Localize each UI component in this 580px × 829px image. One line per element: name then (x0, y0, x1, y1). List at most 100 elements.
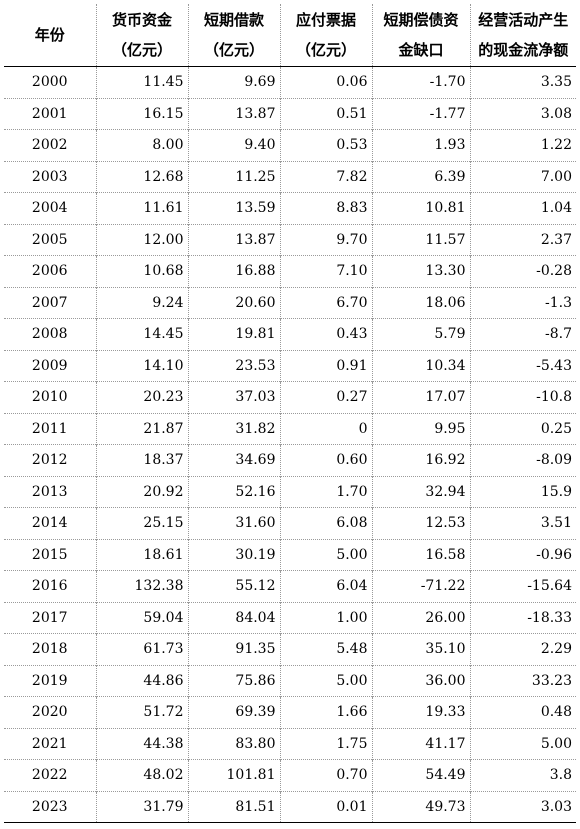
table-row: 2023 31.79 81.51 0.01 49.73 3.03 (4, 790, 576, 823)
short-term-loans-cell: 101.81 (187, 759, 280, 791)
table-row: 2020 51.72 69.39 1.66 19.33 0.48 (4, 696, 576, 728)
header-short-term-loans: 短期借款 （亿元） (187, 4, 280, 67)
year-cell: 2001 (4, 97, 96, 130)
table-row: 2000 11.45 9.69 0.06 -1.70 3.35 (4, 66, 576, 98)
funding-gap-cell: 54.49 (371, 759, 470, 791)
funding-gap-cell: 32.94 (371, 475, 470, 508)
financial-table-container: 年份 货币资金 （亿元） 短期借款 （亿元） 应付票据 （亿元） 短期偿债资 金… (4, 4, 576, 823)
cash-cell: 61.73 (95, 633, 188, 665)
header-unit: （亿元） (203, 41, 264, 59)
operating-cash-flow-cell: -1.3 (469, 286, 576, 319)
header-label-cont: 的现金流净额 (478, 41, 569, 59)
cash-cell: 10.68 (95, 255, 188, 287)
funding-gap-cell: 16.92 (371, 444, 470, 476)
year-cell: 2004 (4, 192, 96, 224)
cash-cell: 44.86 (95, 664, 188, 697)
operating-cash-flow-cell: -0.96 (469, 538, 576, 571)
operating-cash-flow-cell: 3.51 (469, 507, 576, 539)
year-cell: 2006 (4, 255, 96, 287)
table-row: 2014 25.15 31.60 6.08 12.53 3.51 (4, 507, 576, 539)
funding-gap-cell: 26.00 (371, 601, 470, 634)
funding-gap-cell: 1.93 (371, 129, 470, 161)
table-row: 2007 9.24 20.60 6.70 18.06 -1.3 (4, 286, 576, 319)
operating-cash-flow-cell: 3.8 (469, 759, 576, 791)
year-cell: 2007 (4, 286, 96, 319)
cash-cell: 11.61 (95, 192, 188, 224)
notes-payable-cell: 1.66 (279, 696, 372, 728)
table-row: 2005 12.00 13.87 9.70 11.57 2.37 (4, 223, 576, 256)
year-cell: 2008 (4, 318, 96, 350)
short-term-loans-cell: 37.03 (187, 381, 280, 413)
table-row: 2022 48.02 101.81 0.70 54.49 3.8 (4, 759, 576, 791)
notes-payable-cell: 1.70 (279, 475, 372, 508)
funding-gap-cell: 17.07 (371, 381, 470, 413)
header-cash: 货币资金 （亿元） (95, 4, 188, 67)
short-term-loans-cell: 83.80 (187, 727, 280, 760)
table-row: 2002 8.00 9.40 0.53 1.93 1.22 (4, 129, 576, 161)
funding-gap-cell: 11.57 (371, 223, 470, 256)
header-row: 年份 货币资金 （亿元） 短期借款 （亿元） 应付票据 （亿元） 短期偿债资 金… (4, 4, 576, 67)
year-cell: 2011 (4, 412, 96, 445)
short-term-loans-cell: 16.88 (187, 255, 280, 287)
year-cell: 2018 (4, 633, 96, 665)
table-body: 2000 11.45 9.69 0.06 -1.70 3.35 2001 16.15 13.87… (4, 66, 576, 823)
cash-cell: 48.02 (95, 759, 188, 791)
table-row: 2019 44.86 75.86 5.00 36.00 33.23 (4, 664, 576, 697)
notes-payable-cell: 7.10 (279, 255, 372, 287)
operating-cash-flow-cell: -8.7 (469, 318, 576, 350)
year-cell: 2017 (4, 601, 96, 634)
notes-payable-cell: 1.75 (279, 727, 372, 760)
notes-payable-cell: 0.91 (279, 349, 372, 382)
operating-cash-flow-cell: 0.48 (469, 696, 576, 728)
short-term-loans-cell: 91.35 (187, 633, 280, 665)
cash-cell: 44.38 (95, 727, 188, 760)
short-term-loans-cell: 81.51 (187, 790, 280, 823)
notes-payable-cell: 0.06 (279, 66, 372, 98)
short-term-loans-cell: 9.69 (187, 66, 280, 98)
table-row: 2018 61.73 91.35 5.48 35.10 2.29 (4, 633, 576, 665)
cash-cell: 31.79 (95, 790, 188, 823)
header-operating-cash-flow: 经营活动产生 的现金流净额 (469, 4, 576, 67)
year-cell: 2016 (4, 570, 96, 602)
header-label: 短期借款 (203, 11, 264, 29)
funding-gap-cell: -1.70 (371, 66, 470, 98)
table-row: 2008 14.45 19.81 0.43 5.79 -8.7 (4, 318, 576, 350)
table-header: 年份 货币资金 （亿元） 短期借款 （亿元） 应付票据 （亿元） 短期偿债资 金… (4, 4, 576, 67)
operating-cash-flow-cell: 7.00 (469, 160, 576, 193)
funding-gap-cell: 16.58 (371, 538, 470, 571)
year-cell: 2022 (4, 759, 96, 791)
table-row: 2006 10.68 16.88 7.10 13.30 -0.28 (4, 255, 576, 287)
cash-cell: 59.04 (95, 601, 188, 634)
funding-gap-cell: 13.30 (371, 255, 470, 287)
table-row: 2015 18.61 30.19 5.00 16.58 -0.96 (4, 538, 576, 571)
short-term-loans-cell: 31.82 (187, 412, 280, 445)
cash-cell: 18.37 (95, 444, 188, 476)
table-row: 2013 20.92 52.16 1.70 32.94 15.9 (4, 475, 576, 508)
cash-cell: 25.15 (95, 507, 188, 539)
table-row: 2012 18.37 34.69 0.60 16.92 -8.09 (4, 444, 576, 476)
cash-cell: 14.10 (95, 349, 188, 382)
operating-cash-flow-cell: 1.04 (469, 192, 576, 224)
notes-payable-cell: 5.00 (279, 664, 372, 697)
year-cell: 2012 (4, 444, 96, 476)
table-row: 2003 12.68 11.25 7.82 6.39 7.00 (4, 160, 576, 193)
cash-cell: 14.45 (95, 318, 188, 350)
table-row: 2011 21.87 31.82 0 9.95 0.25 (4, 412, 576, 445)
funding-gap-cell: -1.77 (371, 97, 470, 130)
short-term-loans-cell: 13.87 (187, 97, 280, 130)
table-row: 2001 16.15 13.87 0.51 -1.77 3.08 (4, 97, 576, 130)
cash-cell: 9.24 (95, 286, 188, 319)
operating-cash-flow-cell: 5.00 (469, 727, 576, 760)
funding-gap-cell: 5.79 (371, 318, 470, 350)
operating-cash-flow-cell: 3.08 (469, 97, 576, 130)
short-term-loans-cell: 19.81 (187, 318, 280, 350)
notes-payable-cell: 6.04 (279, 570, 372, 602)
notes-payable-cell: 7.82 (279, 160, 372, 193)
year-cell: 2009 (4, 349, 96, 382)
operating-cash-flow-cell: 15.9 (469, 475, 576, 508)
year-cell: 2013 (4, 475, 96, 508)
notes-payable-cell: 0.51 (279, 97, 372, 130)
funding-gap-cell: 10.81 (371, 192, 470, 224)
operating-cash-flow-cell: -8.09 (469, 444, 576, 476)
year-cell: 2019 (4, 664, 96, 697)
